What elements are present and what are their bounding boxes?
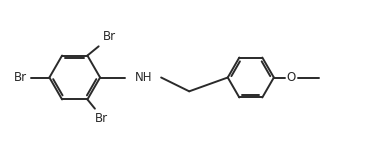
Text: Br: Br (14, 71, 27, 84)
Text: NH: NH (135, 71, 152, 84)
Text: Br: Br (95, 112, 108, 125)
Text: Br: Br (102, 30, 116, 43)
Text: O: O (286, 71, 295, 84)
